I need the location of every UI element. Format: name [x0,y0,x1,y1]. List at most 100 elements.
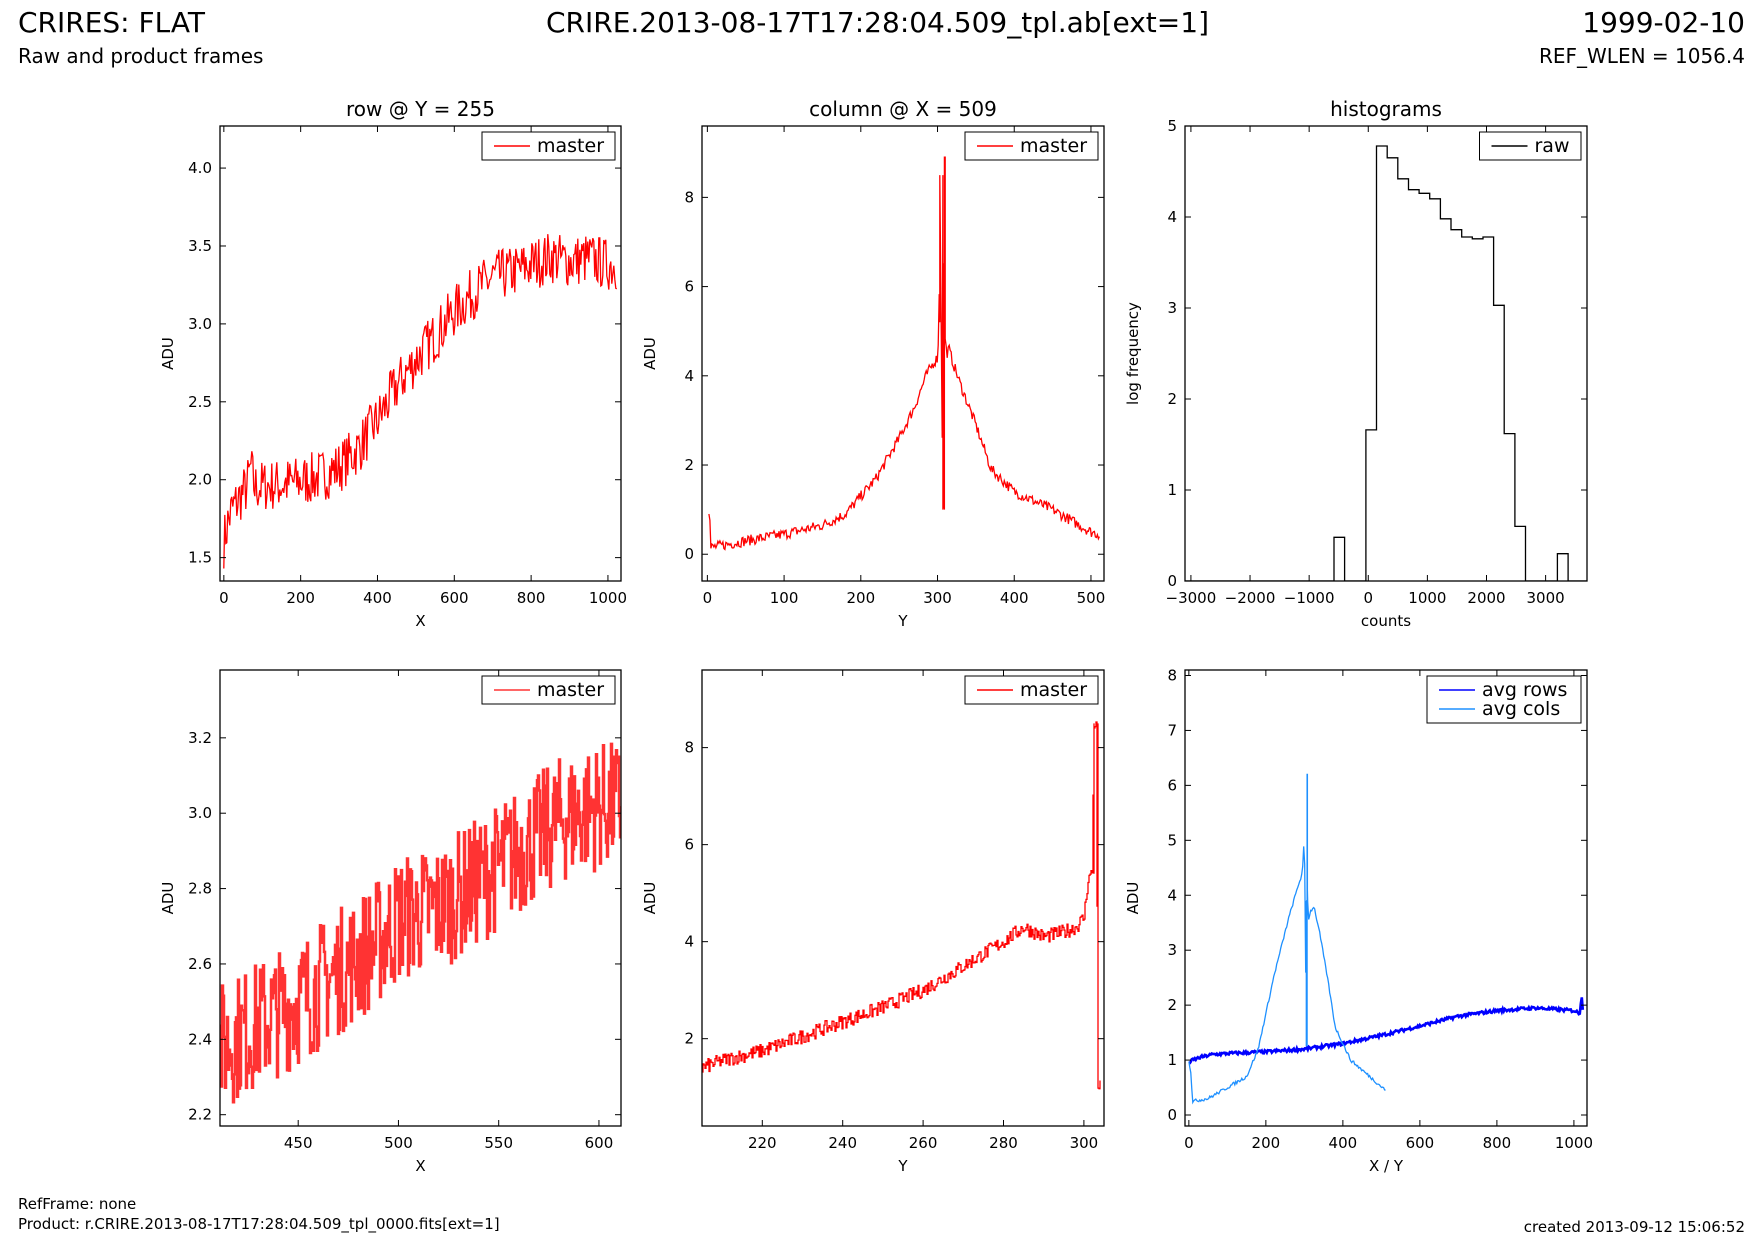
x-tick-label: 200 [286,589,315,607]
y-tick-label: 0 [1167,1106,1177,1124]
x-tick-label: 400 [1329,1134,1358,1152]
legend: master [481,675,616,705]
y-tick-label: 3.0 [188,804,212,822]
legend-label: avg cols [1482,698,1560,720]
legend: master [964,131,1099,161]
chart-panel-row-bottom: 450 500 550 600 2.2 2.4 2.6 2.8 3.0 3.2 X ADU master [159,669,622,1175]
x-tick-label: 260 [909,1134,938,1152]
x-axis-label: Y [897,1157,908,1175]
y-tick-label: 2 [1167,390,1177,408]
series-line-avg-cols [1188,773,1386,1105]
legend-label: master [1020,679,1087,701]
y-tick-label: 4 [684,933,694,951]
chart-panel-row-top: 0 200 400 600 800 1000 1.5 2.0 2.5 3.0 3.5 4.0 row @… [159,97,627,630]
x-axis-label: X [415,1157,425,1175]
x-tick-label: 1000 [1408,589,1446,607]
refframe-label: RefFrame: none [18,1195,137,1213]
x-tick-label: 300 [1070,1134,1099,1152]
chart-panel-col-bottom: 220 240 260 280 300 2 4 6 8 Y ADU master [641,669,1105,1175]
y-tick-label: 2 [684,1030,694,1048]
y-axis-label: ADU [641,882,659,915]
y-tick-label: 2.0 [188,471,212,489]
y-tick-label: 3.2 [188,729,212,747]
axes-frame [219,125,622,582]
x-tick-label: 0 [1184,1134,1194,1152]
y-tick-label: 2 [684,456,694,474]
chart-panel-hist-top: −3000 −2000 −1000 0 1000 2000 3000 0 1 2 3 4 5 histog… [1124,97,1588,630]
x-axis-label: counts [1361,612,1411,630]
axes-frame [1184,669,1588,1127]
x-tick-label: 800 [517,589,546,607]
y-tick-label: 3 [1167,299,1177,317]
x-tick-label: 0 [219,589,229,607]
chart-panel-avg-bottom: 0 200 400 600 800 1000 0 1 2 3 4 5 6 7 8 X / Y ADU avg ro… [1124,666,1593,1175]
x-axis-label: X / Y [1369,1157,1404,1175]
y-tick-label: 2.8 [188,880,212,898]
x-tick-label: 800 [1483,1134,1512,1152]
y-tick-label: 8 [684,188,694,206]
x-tick-label: −1000 [1284,589,1335,607]
chart-title: column @ X = 509 [809,97,997,121]
x-tick-label: 1000 [1555,1134,1593,1152]
x-tick-label: 500 [1077,589,1106,607]
y-tick-label: 4.0 [188,159,212,177]
x-tick-label: −3000 [1166,589,1217,607]
x-tick-label: 200 [1252,1134,1281,1152]
legend-label: master [537,135,604,157]
y-tick-label: 6 [684,278,694,296]
legend: master [964,675,1099,705]
x-tick-label: 220 [748,1134,777,1152]
plot-area [1185,145,1587,581]
y-tick-label: 2.2 [188,1106,212,1124]
y-tick-label: 3 [1167,941,1177,959]
x-tick-label: 600 [440,589,469,607]
y-tick-label: 2.6 [188,955,212,973]
x-tick-label: 100 [770,589,799,607]
axes-frame [1184,125,1588,582]
x-tick-label: 400 [363,589,392,607]
y-tick-label: 2.4 [188,1030,212,1048]
y-tick-label: 8 [1167,666,1177,684]
x-tick-label: 0 [1363,589,1373,607]
ref-wlen-label: REF_WLEN = 1056.4 [1538,44,1745,68]
legend-box [1426,675,1582,724]
x-axis-label: X [415,612,425,630]
y-tick-label: 5 [1167,117,1177,135]
legend-label: raw [1535,135,1570,157]
x-tick-label: 550 [484,1134,513,1152]
axes-frame [219,669,622,1127]
series-line-master [220,742,621,1104]
axes-frame [701,669,1105,1127]
x-tick-label: 600 [1406,1134,1435,1152]
y-tick-label: 1 [1167,1051,1177,1069]
legend-label: avg rows [1482,679,1567,701]
legend: raw [1479,131,1582,161]
y-tick-label: 1 [1167,481,1177,499]
x-tick-label: 3000 [1527,589,1565,607]
y-tick-label: 2.5 [188,393,212,411]
series-line-master [702,721,1101,1090]
plot-area [223,234,618,569]
x-tick-label: 280 [989,1134,1018,1152]
legend-label: master [1020,135,1087,157]
y-tick-label: 3.0 [188,315,212,333]
y-tick-label: 6 [1167,776,1177,794]
x-tick-label: 400 [1000,589,1029,607]
y-axis-label: log frequency [1124,302,1142,405]
legend-label: master [537,679,604,701]
series-line-avg-rows [1188,997,1585,1065]
y-axis-label: ADU [641,337,659,370]
y-tick-label: 4 [684,367,694,385]
y-tick-label: 5 [1167,831,1177,849]
plot-area [220,742,621,1104]
plot-area [1188,773,1585,1105]
x-tick-label: 500 [384,1134,413,1152]
y-tick-label: 3.5 [188,237,212,255]
y-tick-label: 0 [684,545,694,563]
x-tick-label: 1000 [589,589,627,607]
chart-title: row @ Y = 255 [346,97,495,121]
date-title: 1999-02-10 [1582,6,1745,39]
x-tick-label: 600 [585,1134,614,1152]
chart-title: histograms [1330,97,1442,121]
